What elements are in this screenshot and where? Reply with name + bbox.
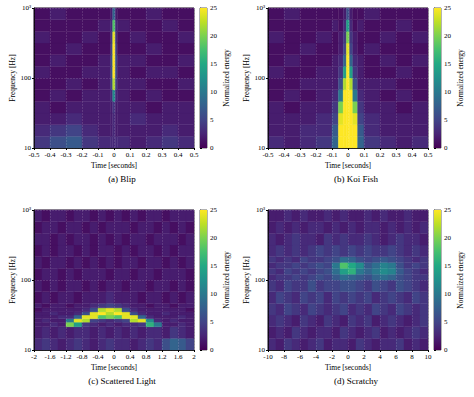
svg-text:Time [seconds]: Time [seconds] xyxy=(91,363,137,372)
svg-text:-6: -6 xyxy=(297,353,303,361)
svg-text:10: 10 xyxy=(258,346,265,354)
svg-text:0.5: 0.5 xyxy=(190,151,199,159)
svg-text:20: 20 xyxy=(210,32,218,40)
svg-text:0.5: 0.5 xyxy=(424,151,433,159)
svg-text:-0.3: -0.3 xyxy=(60,151,72,159)
svg-text:8: 8 xyxy=(410,353,414,361)
svg-text:20: 20 xyxy=(444,32,452,40)
svg-text:0.2: 0.2 xyxy=(376,151,385,159)
svg-text:0: 0 xyxy=(346,353,350,361)
svg-text:5: 5 xyxy=(210,116,214,124)
svg-text:10: 10 xyxy=(444,290,452,298)
svg-text:Time [seconds]: Time [seconds] xyxy=(325,363,371,372)
svg-text:-0.1: -0.1 xyxy=(326,151,338,159)
svg-text:25: 25 xyxy=(210,206,218,214)
svg-text:2: 2 xyxy=(362,353,366,361)
svg-text:10: 10 xyxy=(425,353,433,361)
svg-text:2: 2 xyxy=(192,353,196,361)
svg-text:Normalized energy: Normalized energy xyxy=(456,49,465,107)
svg-text:0: 0 xyxy=(112,353,116,361)
svg-text:-0.5: -0.5 xyxy=(262,151,274,159)
svg-text:-2: -2 xyxy=(31,353,37,361)
svg-text:15: 15 xyxy=(210,60,218,68)
svg-text:0: 0 xyxy=(210,346,214,354)
svg-text:0.4: 0.4 xyxy=(126,353,135,361)
svg-text:(b) Koi Fish: (b) Koi Fish xyxy=(334,174,379,184)
svg-text:6: 6 xyxy=(394,353,398,361)
svg-text:Frequency [Hz]: Frequency [Hz] xyxy=(8,256,17,303)
svg-text:Frequency [Hz]: Frequency [Hz] xyxy=(8,54,17,101)
svg-text:-1.2: -1.2 xyxy=(60,353,72,361)
svg-text:Time [seconds]: Time [seconds] xyxy=(91,161,137,170)
svg-text:0.2: 0.2 xyxy=(142,151,151,159)
svg-text:-0.4: -0.4 xyxy=(92,353,104,361)
svg-text:25: 25 xyxy=(444,206,452,214)
svg-text:15: 15 xyxy=(210,262,218,270)
svg-text:0.3: 0.3 xyxy=(158,151,167,159)
svg-text:1.6: 1.6 xyxy=(174,353,183,361)
svg-text:5: 5 xyxy=(444,318,448,326)
svg-text:15: 15 xyxy=(444,60,452,68)
svg-text:(c) Scattered Light: (c) Scattered Light xyxy=(88,376,156,386)
svg-text:10: 10 xyxy=(210,88,218,96)
svg-text:10³: 10³ xyxy=(256,206,265,214)
svg-text:Frequency [Hz]: Frequency [Hz] xyxy=(242,54,251,101)
svg-text:10³: 10³ xyxy=(256,4,265,12)
svg-text:25: 25 xyxy=(444,4,452,12)
svg-text:20: 20 xyxy=(444,234,452,242)
svg-text:-2: -2 xyxy=(329,353,335,361)
svg-text:10³: 10³ xyxy=(22,4,31,12)
svg-text:Normalized energy: Normalized energy xyxy=(456,251,465,309)
svg-text:-0.5: -0.5 xyxy=(28,151,40,159)
svg-text:0: 0 xyxy=(346,151,350,159)
svg-text:100: 100 xyxy=(21,276,32,284)
svg-text:10: 10 xyxy=(24,144,31,152)
svg-text:0: 0 xyxy=(112,151,116,159)
svg-text:10: 10 xyxy=(210,290,218,298)
svg-text:5: 5 xyxy=(444,116,448,124)
svg-text:-0.4: -0.4 xyxy=(44,151,56,159)
svg-text:Normalized energy: Normalized energy xyxy=(222,49,231,107)
svg-text:-0.2: -0.2 xyxy=(76,151,88,159)
svg-text:-4: -4 xyxy=(313,353,319,361)
svg-text:-0.4: -0.4 xyxy=(278,151,290,159)
svg-text:0.4: 0.4 xyxy=(408,151,417,159)
svg-text:10: 10 xyxy=(444,88,452,96)
svg-text:Frequency [Hz]: Frequency [Hz] xyxy=(242,256,251,303)
svg-text:(a) Blip: (a) Blip xyxy=(108,174,136,184)
svg-text:10³: 10³ xyxy=(22,206,31,214)
svg-text:20: 20 xyxy=(210,234,218,242)
svg-text:Normalized energy: Normalized energy xyxy=(222,251,231,309)
svg-text:1.2: 1.2 xyxy=(158,353,167,361)
svg-text:0.4: 0.4 xyxy=(174,151,183,159)
svg-text:0: 0 xyxy=(444,346,448,354)
svg-text:10: 10 xyxy=(24,346,31,354)
svg-text:Time [seconds]: Time [seconds] xyxy=(325,161,371,170)
svg-text:-0.8: -0.8 xyxy=(76,353,88,361)
svg-text:-0.1: -0.1 xyxy=(92,151,104,159)
svg-text:15: 15 xyxy=(444,262,452,270)
svg-text:0.3: 0.3 xyxy=(392,151,401,159)
svg-text:100: 100 xyxy=(255,74,266,82)
svg-text:(d) Scratchy: (d) Scratchy xyxy=(334,376,379,386)
svg-text:-10: -10 xyxy=(263,353,273,361)
svg-text:4: 4 xyxy=(378,353,382,361)
svg-text:0: 0 xyxy=(210,144,214,152)
svg-text:-1.6: -1.6 xyxy=(44,353,56,361)
svg-text:100: 100 xyxy=(255,276,266,284)
svg-text:-8: -8 xyxy=(281,353,287,361)
svg-text:10: 10 xyxy=(258,144,265,152)
svg-text:0.8: 0.8 xyxy=(142,353,151,361)
svg-text:-0.3: -0.3 xyxy=(294,151,306,159)
svg-text:0.1: 0.1 xyxy=(126,151,135,159)
svg-text:25: 25 xyxy=(210,4,218,12)
svg-text:0.1: 0.1 xyxy=(360,151,369,159)
svg-text:-0.2: -0.2 xyxy=(310,151,322,159)
svg-text:5: 5 xyxy=(210,318,214,326)
svg-text:0: 0 xyxy=(444,144,448,152)
svg-text:100: 100 xyxy=(21,74,32,82)
